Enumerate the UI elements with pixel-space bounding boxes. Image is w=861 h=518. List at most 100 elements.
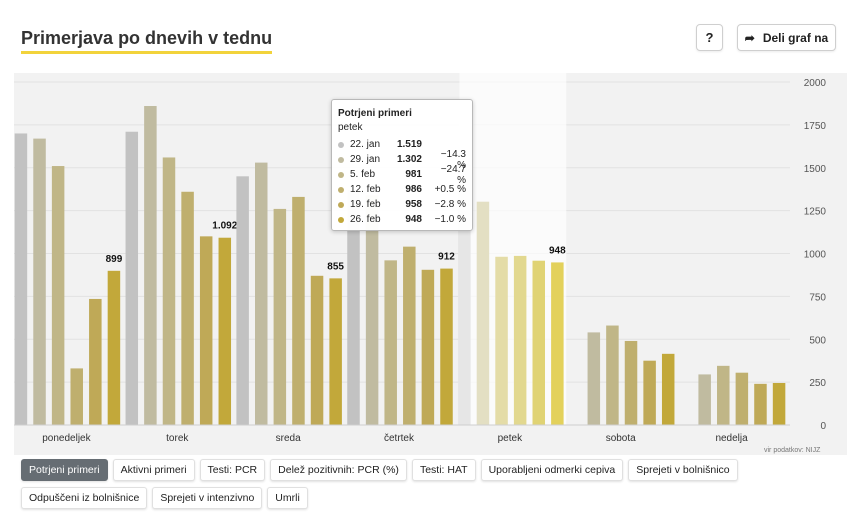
- filter-button[interactable]: Sprejeti v bolnišnico: [628, 459, 738, 481]
- filter-button[interactable]: Delež pozitivnih: PCR (%): [270, 459, 407, 481]
- bar: [70, 368, 83, 425]
- bar: [199, 236, 213, 425]
- bar: [144, 106, 157, 425]
- tooltip-change: −14.3 %: [440, 148, 466, 171]
- bar: [643, 360, 656, 425]
- tooltip-value: 1.519: [396, 139, 422, 150]
- x-tick-label: sobota: [606, 433, 636, 444]
- bar: [661, 353, 675, 425]
- tooltip-date: 26. feb: [350, 214, 381, 225]
- x-tick-label: sreda: [276, 433, 301, 444]
- bar: [476, 201, 490, 425]
- bar: [33, 138, 46, 425]
- bar: [125, 131, 139, 426]
- tooltip-date: 5. feb: [350, 169, 376, 180]
- filter-button[interactable]: Sprejeti v intenzivno: [152, 487, 263, 509]
- y-tick-label: 2000: [804, 78, 827, 89]
- y-tick-label: 1000: [804, 250, 827, 261]
- x-tick-label: ponedeljek: [42, 433, 91, 444]
- bar: [495, 256, 508, 425]
- x-tick-label: nedelja: [715, 433, 748, 444]
- bar: [218, 237, 232, 425]
- x-tick-label: torek: [166, 433, 189, 444]
- tooltip-value: 948: [405, 214, 422, 225]
- filter-button[interactable]: Potrjeni primeri: [21, 459, 108, 481]
- legend-dot-icon: [338, 201, 344, 208]
- tooltip-value: 981: [405, 169, 422, 180]
- bar: [51, 166, 65, 425]
- data-label: 899: [106, 254, 123, 265]
- bar: [403, 246, 416, 425]
- tooltip-date: 29. jan: [350, 154, 381, 165]
- bar: [606, 325, 619, 425]
- chart-title: Primerjava po dnevih v tednu: [21, 27, 273, 54]
- bar: [236, 176, 249, 425]
- legend-dot-icon: [338, 171, 344, 178]
- data-label: 912: [438, 252, 455, 263]
- data-source: vir podatkov: NIJZ: [764, 447, 821, 454]
- bar: [89, 298, 102, 425]
- filter-button[interactable]: Testi: HAT: [411, 459, 476, 481]
- legend-dot-icon: [338, 216, 344, 223]
- bar: [735, 372, 749, 425]
- bar: [107, 270, 121, 425]
- bar: [754, 383, 767, 425]
- bar: [717, 365, 730, 425]
- bar: [254, 162, 268, 425]
- tooltip-row: 19. feb 958 −2.8 %: [338, 197, 466, 212]
- bar: [310, 275, 324, 425]
- bar: [624, 340, 638, 425]
- tooltip-date: 22. jan: [350, 139, 381, 150]
- tooltip-row: 5. feb 981 −24.7 %: [338, 164, 466, 186]
- bar: [772, 382, 786, 425]
- tooltip-value: 958: [405, 199, 422, 210]
- tooltip-value: 1.302: [396, 154, 422, 165]
- tooltip-row: 29. jan 1.302 −14.3 %: [338, 149, 466, 171]
- data-label: 855: [327, 261, 344, 272]
- tooltip-day: petek: [338, 122, 363, 133]
- chart-tooltip: Potrjeni primeri petek 22. jan 1.519 29. j…: [331, 99, 473, 231]
- y-tick-label: 0: [820, 421, 826, 432]
- bar: [365, 195, 379, 425]
- filter-button[interactable]: Odpuščeni iz bolnišnice: [21, 487, 148, 509]
- y-tick-label: 1500: [804, 164, 827, 175]
- share-button[interactable]: ➦ Deli graf na: [737, 24, 836, 51]
- y-tick-label: 1750: [804, 121, 827, 132]
- bar: [14, 133, 28, 425]
- bar: [292, 196, 305, 425]
- bar: [329, 278, 342, 425]
- filter-button[interactable]: Testi: PCR: [199, 459, 266, 481]
- tooltip-change: −2.8 %: [434, 199, 466, 210]
- x-tick-label: petek: [498, 433, 523, 444]
- bar: [698, 374, 711, 425]
- legend-dot-icon: [338, 186, 344, 193]
- data-label: 1.092: [212, 221, 237, 232]
- bar: [440, 268, 453, 425]
- tooltip-date: 19. feb: [350, 199, 381, 210]
- share-button-label: Deli graf na: [762, 30, 829, 45]
- tooltip-change: −24.7 %: [440, 163, 466, 186]
- y-tick-label: 1250: [804, 207, 827, 218]
- y-tick-label: 250: [809, 378, 826, 389]
- tooltip-row: 26. feb 948 −1.0 %: [338, 212, 466, 227]
- bar: [181, 191, 194, 425]
- tooltip-date: 12. feb: [350, 184, 381, 195]
- bar: [532, 260, 546, 425]
- y-tick-label: 750: [809, 292, 826, 303]
- metric-filter-bar: Potrjeni primeri Aktivni primeri Testi: PC…: [21, 459, 821, 509]
- tooltip-row: 12. feb 986 +0.5 %: [338, 182, 466, 197]
- filter-button[interactable]: Umrli: [267, 487, 308, 509]
- bar: [513, 255, 527, 425]
- data-label: 948: [549, 245, 566, 256]
- bar: [384, 260, 397, 425]
- share-arrow-icon: ➦: [744, 30, 755, 45]
- legend-dot-icon: [338, 156, 344, 163]
- filter-button[interactable]: Uporabljeni odmerki cepiva: [480, 459, 624, 481]
- help-button[interactable]: ?: [696, 24, 723, 51]
- bar: [421, 269, 435, 425]
- bar-chart: 0 250 500 750 1000 1250 1500 1750 2000 899 ponedel…: [14, 73, 827, 444]
- tooltip-change: +0.5 %: [434, 184, 466, 195]
- bar: [273, 208, 287, 425]
- legend-dot-icon: [338, 141, 344, 148]
- filter-button[interactable]: Aktivni primeri: [112, 459, 195, 481]
